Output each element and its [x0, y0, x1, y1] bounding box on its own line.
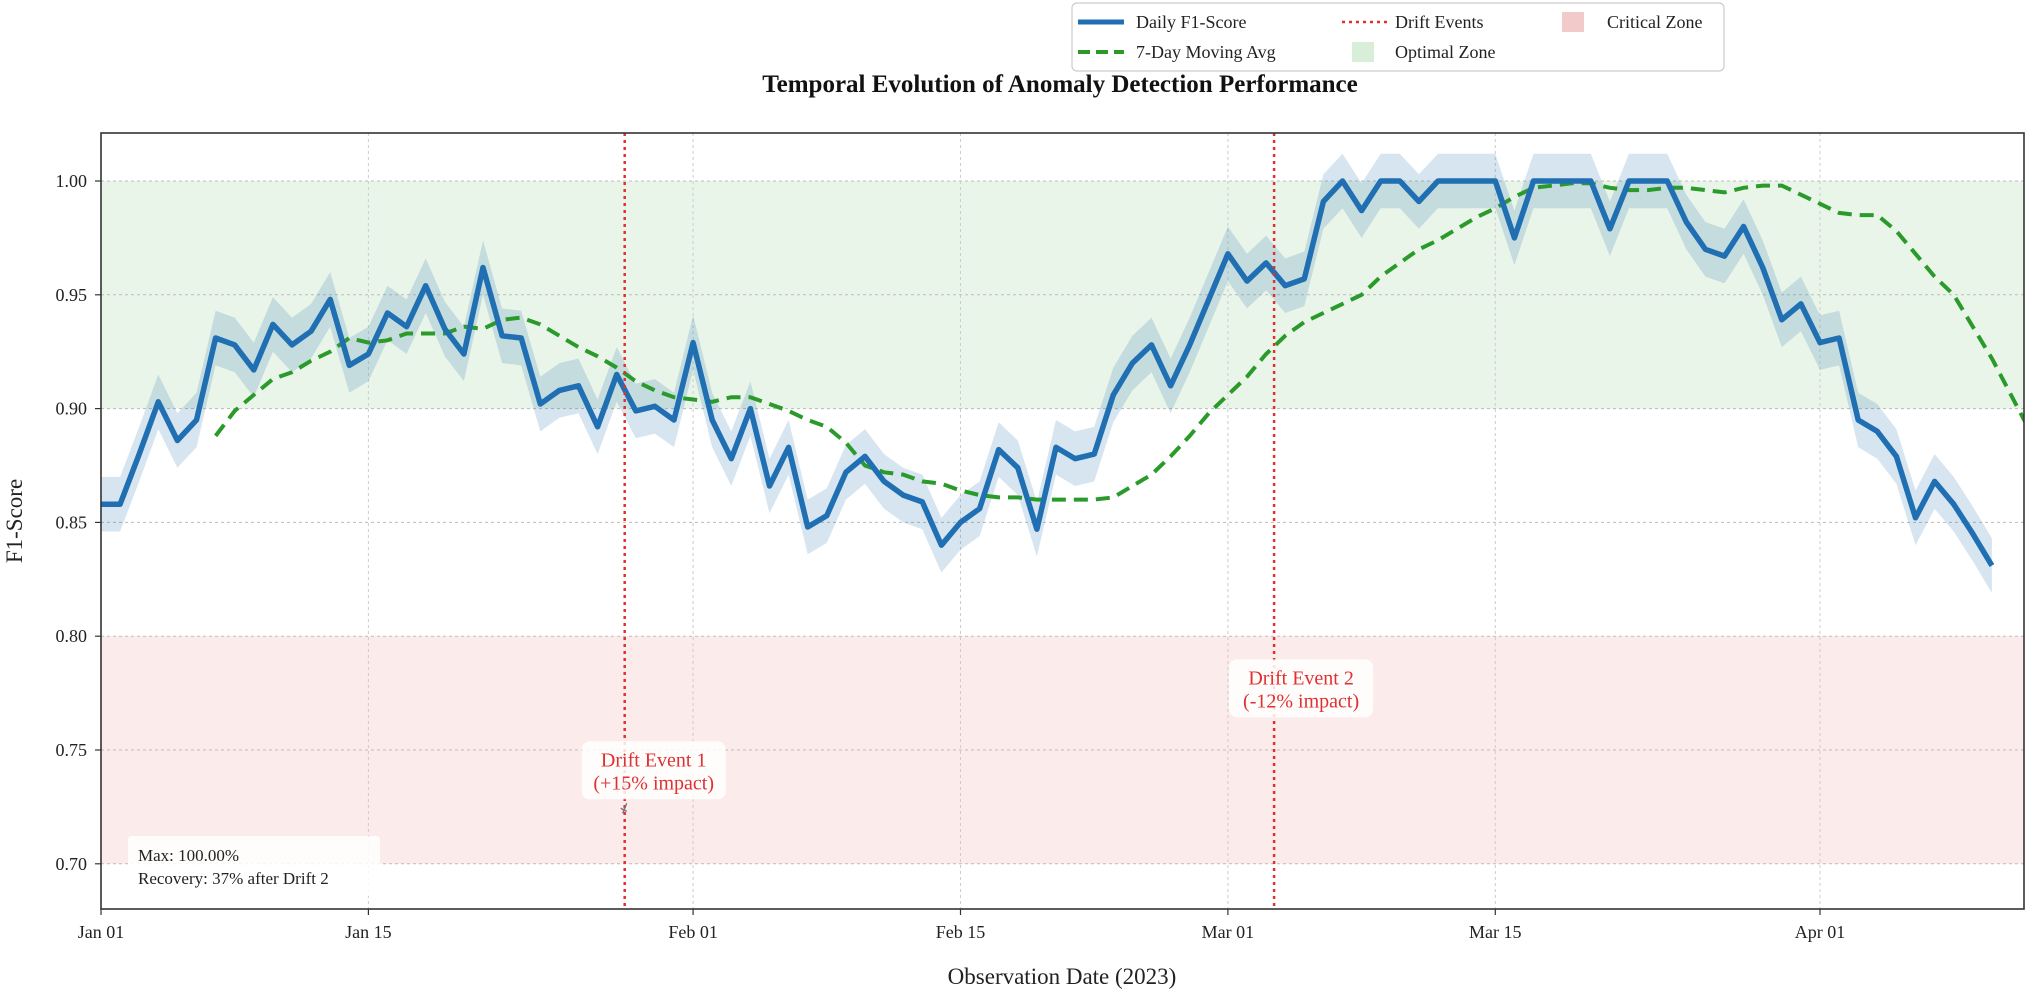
drift-label-box-1	[581, 741, 726, 800]
x-axis-ticks: Jan 01 Jan 15 Feb 01 Feb 15 Mar 01 Mar 15 Apr …	[78, 909, 1846, 942]
x-axis-label: Observation Date (2023)	[948, 964, 1177, 989]
drift-label-title-2: Drift Event 2	[1248, 667, 1354, 689]
x-tick-label: Mar 15	[1469, 922, 1522, 942]
y-tick-label: 0.85	[56, 512, 88, 532]
x-tick-label: Mar 01	[1202, 922, 1255, 942]
x-tick-label: Feb 01	[668, 922, 718, 942]
moving-average-line	[214, 181, 2024, 502]
annotation-recovery: Recovery: 37% after Drift 2	[138, 869, 329, 888]
legend-item-moving-avg: 7-Day Moving Avg	[1078, 42, 1276, 62]
svg-text:Daily F1-Score: Daily F1-Score	[1136, 12, 1246, 32]
legend-item-daily: Daily F1-Score	[1078, 12, 1246, 32]
moving-average-points	[215, 183, 2012, 500]
annotation-max: Max: 100.00%	[138, 846, 239, 865]
y-tick-label: 1.00	[56, 171, 88, 191]
daily-f1-line	[101, 178, 1995, 568]
legend: Daily F1-Score 7-Day Moving Avg Drift Ev…	[1071, 2, 1725, 72]
svg-text:Drift Events: Drift Events	[1395, 12, 1483, 32]
drift-arrow-icon	[620, 803, 628, 814]
x-tick-label: Jan 01	[78, 922, 125, 942]
y-axis-ticks: 0.70 0.75 0.80 0.85 0.90 0.95 1.00	[56, 171, 101, 874]
daily-points	[101, 180, 1992, 566]
y-tick-label: 0.80	[56, 626, 88, 646]
legend-item-drift: Drift Events	[1342, 12, 1483, 32]
drift-label-box-2	[1229, 659, 1374, 718]
chart-title: Temporal Evolution of Anomaly Detection …	[762, 71, 1358, 98]
drift-label-title-1: Drift Event 1	[601, 749, 707, 771]
y-tick-label: 0.90	[56, 399, 88, 419]
drift-label-impact-1: (+15% impact)	[593, 772, 714, 794]
y-tick-label: 0.95	[56, 285, 88, 305]
x-tick-label: Jan 15	[345, 922, 392, 942]
legend-item-critical: Critical Zone	[1562, 12, 1702, 32]
y-axis-label: F1-Score	[2, 479, 27, 563]
svg-text:Critical Zone: Critical Zone	[1607, 12, 1702, 32]
svg-text:7-Day Moving Avg: 7-Day Moving Avg	[1136, 42, 1276, 62]
drift-events: Drift Event 1(+15% impact) Drift Event 2(…	[581, 133, 1374, 909]
y-tick-label: 0.75	[56, 740, 88, 760]
x-tick-label: Apr 01	[1795, 922, 1846, 942]
y-tick-label: 0.70	[56, 854, 88, 874]
legend-item-optimal: Optimal Zone	[1352, 42, 1495, 62]
drift-label-impact-2: (-12% impact)	[1243, 690, 1359, 712]
confidence-band	[101, 153, 1992, 593]
plot-frame	[100, 132, 2025, 910]
x-tick-label: Feb 15	[936, 922, 986, 942]
svg-text:Optimal Zone: Optimal Zone	[1395, 42, 1495, 62]
annotation-box: Max: 100.00% Recovery: 37% after Drift 2	[128, 836, 380, 896]
